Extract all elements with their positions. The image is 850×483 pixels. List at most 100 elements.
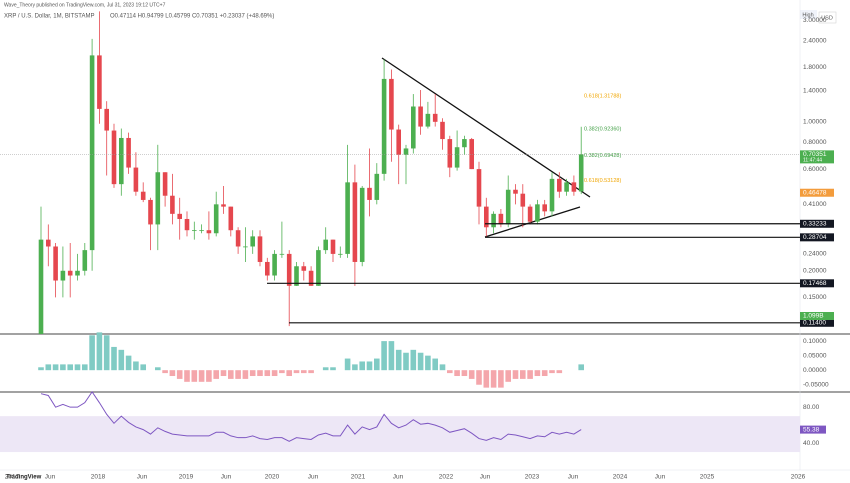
macd-bar xyxy=(293,370,300,374)
candle-body xyxy=(418,106,423,127)
candle-body xyxy=(148,199,153,225)
y-tick-label: 0.80000 xyxy=(803,139,827,146)
fib-label: 0.382(0.92360) xyxy=(584,127,621,133)
macd-bar xyxy=(74,364,81,371)
macd-bar xyxy=(410,349,417,371)
symbol: XRP / U.S. Dollar, 1M, BITSTAMP xyxy=(4,14,94,20)
candle-body xyxy=(557,178,562,192)
badge[interactable] xyxy=(800,10,817,19)
macd-bar xyxy=(344,358,351,371)
macd-bar xyxy=(213,370,219,379)
x-tick-label: 2023 xyxy=(525,474,540,481)
candle-body xyxy=(316,250,321,286)
macd-bar xyxy=(366,361,373,371)
candle-body xyxy=(67,270,73,276)
candle-body xyxy=(46,239,51,247)
candle-body xyxy=(301,266,307,271)
macd-bar xyxy=(395,349,402,371)
candle-body xyxy=(206,230,212,234)
candle-body xyxy=(133,167,139,192)
x-tick-label: 2020 xyxy=(265,474,280,481)
trendline xyxy=(381,57,591,198)
candle-body xyxy=(286,253,292,286)
macd-bar xyxy=(468,370,475,379)
x-tick-label: Jun xyxy=(137,474,148,481)
y-tick-label: 0.24000 xyxy=(803,251,827,258)
y-tick-label: 80.00 xyxy=(803,404,820,411)
candle-body xyxy=(272,253,277,276)
badge[interactable] xyxy=(818,11,837,24)
level-label: 0.17468 xyxy=(803,280,827,287)
candle-body xyxy=(411,106,416,149)
macd-bar xyxy=(118,349,125,371)
candle-body xyxy=(308,270,314,286)
level-label: 0.33233 xyxy=(803,220,827,227)
macd-bar xyxy=(228,370,234,379)
candle-body xyxy=(221,204,226,207)
candle-body xyxy=(53,246,58,281)
candle-body xyxy=(75,270,80,276)
macd-bar xyxy=(483,370,490,388)
candle-body xyxy=(484,206,489,228)
badge-label[interactable]: USD xyxy=(821,15,833,21)
y-tick-label: 1.40000 xyxy=(803,87,827,94)
macd-bar xyxy=(301,370,307,374)
candle-body xyxy=(162,172,168,196)
candle-body xyxy=(170,195,175,214)
candle-body xyxy=(228,206,234,231)
candle-body xyxy=(345,182,350,254)
y-tick-label: 1.80000 xyxy=(803,64,827,71)
candle-body xyxy=(359,187,365,262)
candle-body xyxy=(126,137,131,168)
macd-bar xyxy=(82,364,88,371)
macd-bar xyxy=(125,355,132,371)
candle-body xyxy=(513,189,518,194)
macd-bar xyxy=(155,367,161,371)
publisher: Wave_Theory published on TradingView.com… xyxy=(4,2,166,8)
candle-body xyxy=(199,230,204,232)
candle-body xyxy=(235,230,241,247)
macd-bar xyxy=(140,364,146,371)
candle-body xyxy=(140,191,146,200)
candle-body xyxy=(330,239,336,254)
candle-body xyxy=(535,204,540,222)
candle-body xyxy=(381,78,387,174)
candle-body xyxy=(294,266,299,286)
macd-bar xyxy=(432,358,438,371)
candle-body xyxy=(571,182,577,192)
y-tick-label: 0.15000 xyxy=(803,294,827,301)
last-price-badge xyxy=(800,150,834,164)
candle-body xyxy=(454,147,460,168)
macd-bar xyxy=(374,358,380,371)
macd-bar xyxy=(279,370,285,374)
macd-bar xyxy=(191,370,198,382)
macd-bar xyxy=(67,364,73,371)
macd-bar xyxy=(425,355,431,371)
badge-label[interactable]: High xyxy=(802,12,813,18)
quote: O0.47114 H0.94799 L0.45799 C0.70351 +0.2… xyxy=(110,14,274,20)
macd-bar xyxy=(527,370,533,379)
level-label: 0.11400 xyxy=(803,320,826,327)
candle-body xyxy=(250,236,255,247)
macd-bar xyxy=(52,364,59,371)
level-badge xyxy=(800,279,834,288)
candle-body xyxy=(257,236,263,262)
x-tick-label: 2026 xyxy=(791,474,806,481)
macd-bar xyxy=(162,370,168,374)
candle-body xyxy=(111,130,117,185)
macd-bar xyxy=(111,346,117,371)
x-tick-label: Jun xyxy=(221,474,232,481)
y-tick-label: 0.41000 xyxy=(803,201,827,208)
macd-bar xyxy=(461,370,468,377)
x-tick-label: 2024 xyxy=(613,474,628,481)
candle-body xyxy=(265,261,270,276)
macd-bar xyxy=(490,370,497,388)
candle-body xyxy=(542,204,547,212)
candle-body xyxy=(520,193,526,207)
macd-bar xyxy=(235,370,241,379)
level-badge xyxy=(800,219,834,228)
macd-bar xyxy=(184,370,190,382)
candle-body xyxy=(549,178,555,212)
